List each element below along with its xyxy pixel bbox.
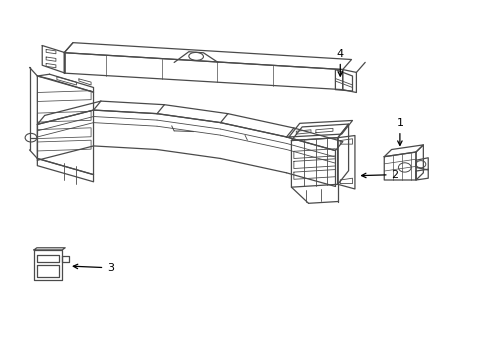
Text: 1: 1 bbox=[396, 118, 403, 145]
Text: 3: 3 bbox=[74, 263, 114, 273]
Text: 2: 2 bbox=[362, 170, 399, 180]
Text: 4: 4 bbox=[337, 49, 344, 76]
